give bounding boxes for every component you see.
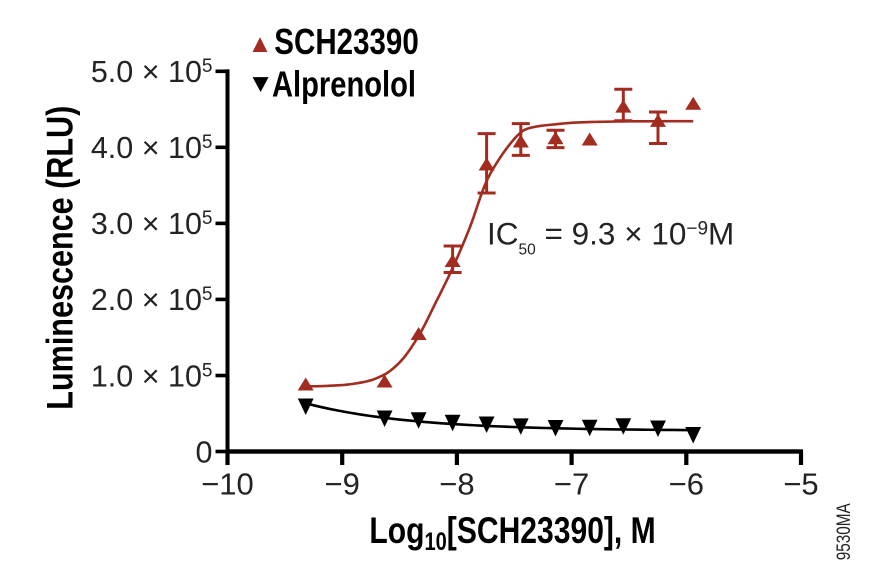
svg-text:3.0 × 105: 3.0 × 105 xyxy=(91,207,213,241)
svg-text:4.0 × 105: 4.0 × 105 xyxy=(91,131,213,165)
svg-text:Log10[SCH23390], M: Log10[SCH23390], M xyxy=(369,510,655,556)
svg-text:9530MA: 9530MA xyxy=(834,503,855,560)
svg-text:SCH23390: SCH23390 xyxy=(274,21,419,62)
svg-text:−5: −5 xyxy=(783,466,818,501)
svg-text:2.0 × 105: 2.0 × 105 xyxy=(91,283,213,317)
svg-text:−10: −10 xyxy=(201,466,254,501)
svg-text:1.0 × 105: 1.0 × 105 xyxy=(91,359,213,393)
svg-text:−8: −8 xyxy=(439,466,474,501)
svg-text:0: 0 xyxy=(196,435,213,469)
svg-text:Luminescence (RLU): Luminescence (RLU) xyxy=(39,106,81,410)
svg-text:5.0 × 105: 5.0 × 105 xyxy=(91,55,213,89)
svg-text:IC50 = 9.3 × 10−9M: IC50 = 9.3 × 10−9M xyxy=(487,216,734,259)
svg-text:Alprenolol: Alprenolol xyxy=(272,63,416,104)
svg-text:−6: −6 xyxy=(669,466,704,501)
svg-text:−7: −7 xyxy=(554,466,589,501)
svg-text:−9: −9 xyxy=(325,466,360,501)
